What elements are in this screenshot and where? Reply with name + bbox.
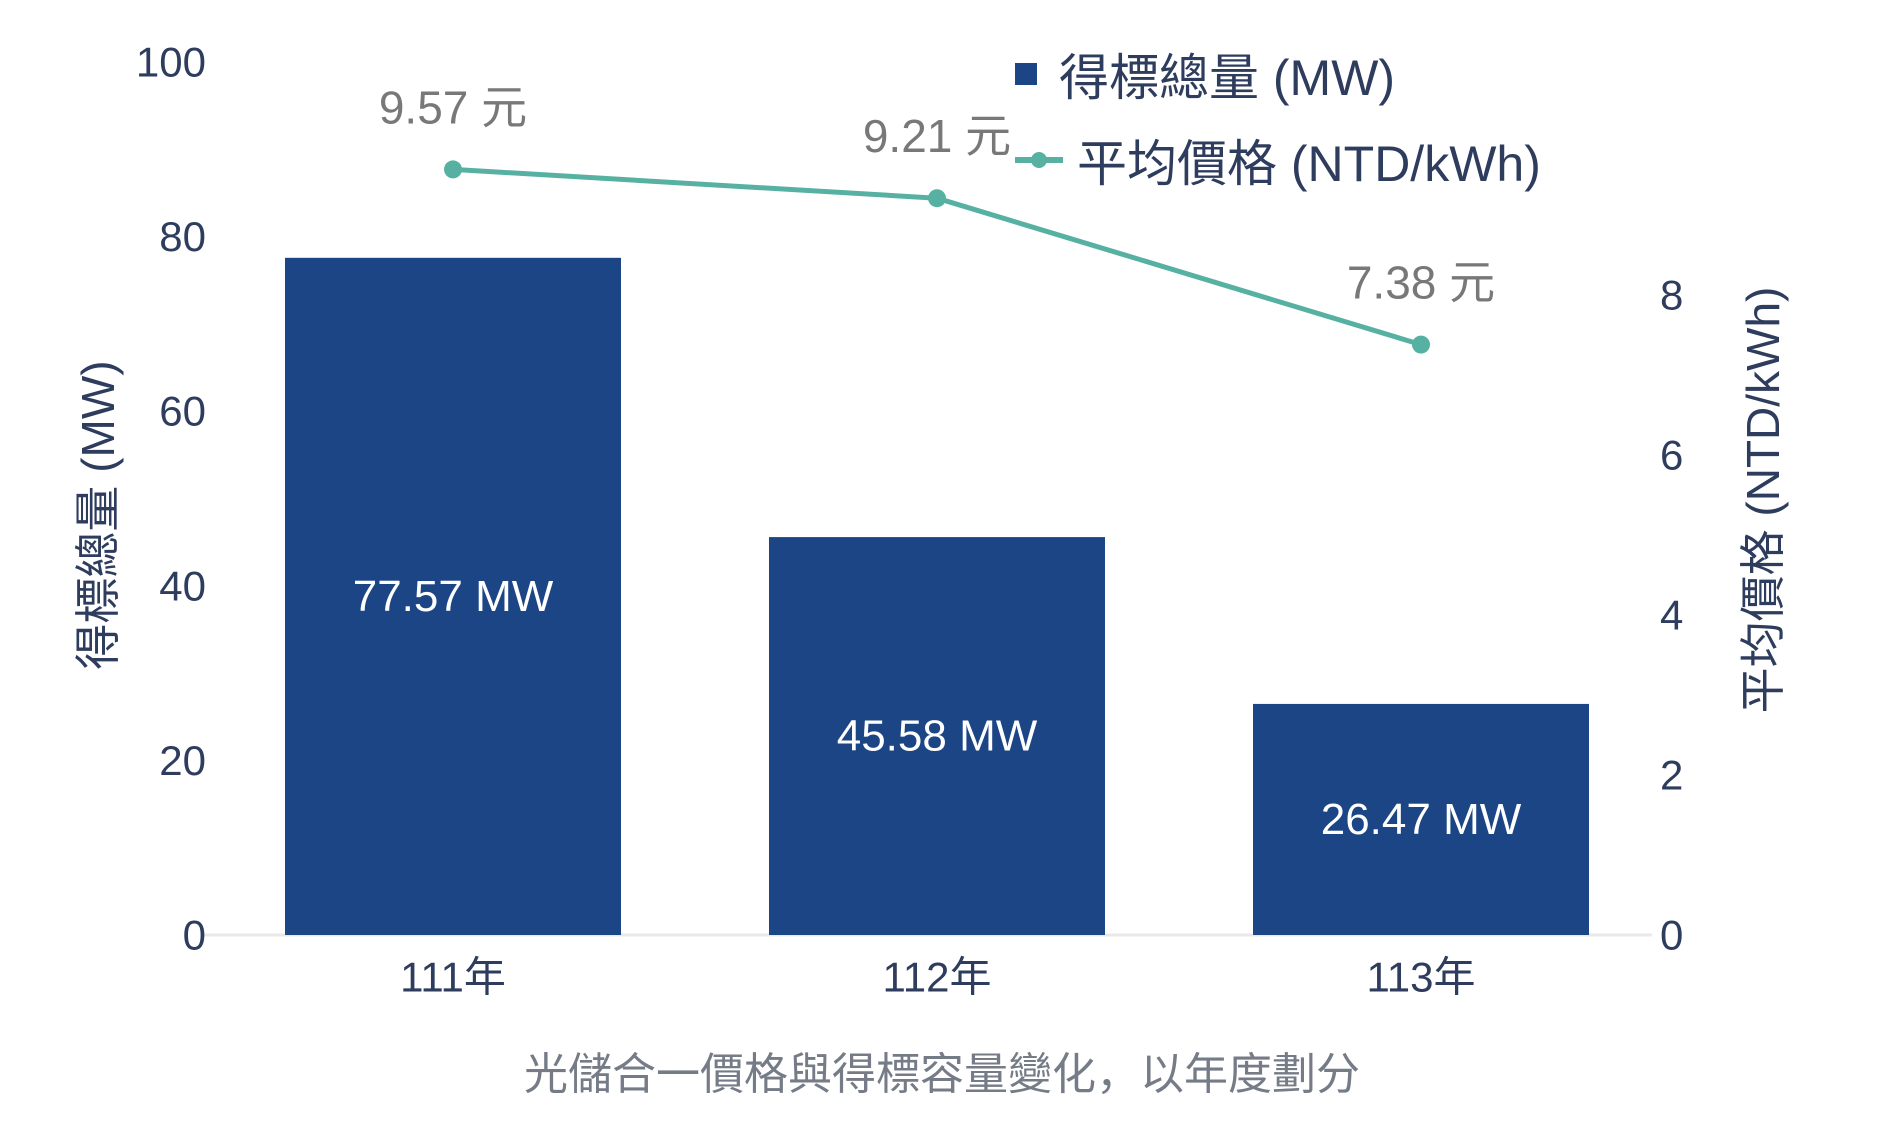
price-point <box>444 160 462 179</box>
legend: 得標總量 (MW) 平均價格 (NTD/kWh) <box>1015 38 1541 196</box>
bar-value-label: 45.58 MW <box>837 712 1038 761</box>
bar <box>1253 703 1589 935</box>
bar <box>285 257 621 935</box>
right-axis-title: 平均價格 (NTD/kWh) <box>1737 286 1789 714</box>
right-axis-tick-label: 4 <box>1660 592 1683 639</box>
x-axis-label: 113年 <box>1367 954 1476 1001</box>
right-axis-tick-label: 0 <box>1660 912 1683 959</box>
left-axis-tick-label: 0 <box>183 912 206 959</box>
bar <box>769 537 1105 935</box>
left-axis-tick-label: 80 <box>159 213 206 260</box>
x-axis-label: 112年 <box>883 954 992 1001</box>
legend-item-line-series: 平均價格 (NTD/kWh) <box>1015 124 1541 196</box>
right-axis-tick-label: 2 <box>1660 752 1683 799</box>
legend-label-bar-series: 得標總量 (MW) <box>1059 50 1396 106</box>
line-series-swatch-icon <box>1015 152 1063 168</box>
price-point <box>1412 335 1430 354</box>
right-axis-tick-label: 8 <box>1660 272 1683 319</box>
legend-label-line-series: 平均價格 (NTD/kWh) <box>1077 136 1541 192</box>
left-axis-tick-label: 20 <box>159 737 206 784</box>
bar-series-swatch-icon <box>1015 63 1037 85</box>
right-axis-tick-label: 6 <box>1660 432 1683 479</box>
left-axis-tick-label: 60 <box>159 388 206 435</box>
bar-value-label: 26.47 MW <box>1321 795 1522 844</box>
chart-caption: 光儲合一價格與得標容量變化，以年度劃分 <box>524 1050 1360 1099</box>
price-point <box>928 189 946 208</box>
price-point-label: 7.38 元 <box>1347 257 1495 309</box>
left-axis-tick-label: 100 <box>136 39 206 86</box>
left-axis-tick-label: 40 <box>159 562 206 609</box>
price-point-label: 9.21 元 <box>863 110 1011 162</box>
legend-item-bar-series: 得標總量 (MW) <box>1015 38 1541 110</box>
x-axis-label: 111年 <box>400 954 506 1001</box>
price-point-label: 9.57 元 <box>379 81 527 133</box>
line-series-dot-icon <box>1031 152 1047 168</box>
left-axis-title: 得標總量 (MW) <box>72 360 124 670</box>
bar-value-label: 77.57 MW <box>353 572 554 621</box>
